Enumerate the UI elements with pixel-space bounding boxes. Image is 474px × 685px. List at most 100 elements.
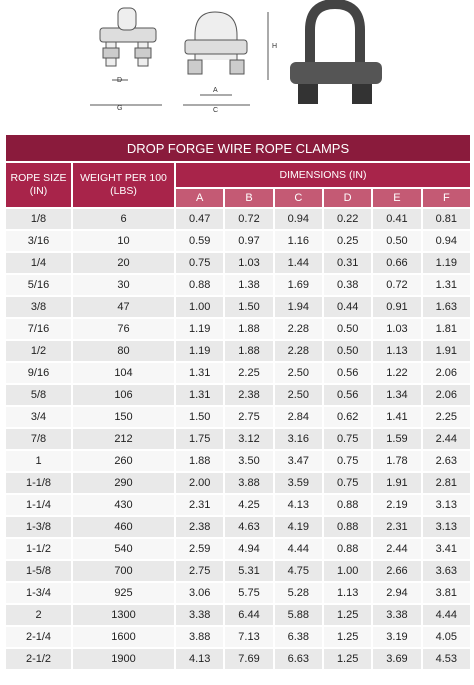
cell: 1900 bbox=[71, 647, 176, 671]
cell: 290 bbox=[71, 471, 176, 495]
cell: 5.28 bbox=[272, 581, 324, 605]
cell: 1.94 bbox=[272, 295, 324, 319]
cell: 2.44 bbox=[420, 427, 473, 451]
cell: 3.47 bbox=[272, 449, 324, 473]
cell: 4.75 bbox=[272, 559, 324, 583]
cell: 0.75 bbox=[173, 251, 226, 275]
cell: 0.22 bbox=[321, 207, 374, 231]
cell: 2.38 bbox=[223, 383, 275, 407]
cell: 5/16 bbox=[4, 273, 73, 297]
cell: 1.31 bbox=[173, 383, 226, 407]
cell: 1-1/8 bbox=[4, 471, 73, 495]
cell: 6.38 bbox=[272, 625, 324, 649]
cell: 2.44 bbox=[371, 537, 423, 561]
header: WEIGHT PER 100 (LBS) bbox=[71, 161, 176, 209]
cell: 3.88 bbox=[223, 471, 275, 495]
cell: 7/8 bbox=[4, 427, 73, 451]
cell: 1.13 bbox=[321, 581, 374, 605]
cell: 0.59 bbox=[173, 229, 226, 253]
cell: 2-1/4 bbox=[4, 625, 73, 649]
cell: 3.41 bbox=[420, 537, 473, 561]
cell: 6 bbox=[71, 207, 176, 231]
table-row: 1-1/2 540 2.59 4.94 4.44 0.88 2.44 3.41 bbox=[4, 537, 473, 561]
table-row: 1/4 20 0.75 1.03 1.44 0.31 0.66 1.19 bbox=[4, 251, 473, 275]
cell: 0.75 bbox=[321, 471, 374, 495]
header: DIMENSIONS (IN) bbox=[174, 161, 472, 189]
table-row: 1-1/4 430 2.31 4.25 4.13 0.88 2.19 3.13 bbox=[4, 493, 473, 517]
cell: 4.53 bbox=[420, 647, 473, 671]
cell: 2 bbox=[4, 603, 73, 627]
column-letter: A bbox=[173, 187, 226, 209]
cell: 0.66 bbox=[371, 251, 423, 275]
diagram-label: G bbox=[117, 105, 122, 112]
cell: 1/2 bbox=[4, 339, 73, 363]
cell: 3.69 bbox=[371, 647, 423, 671]
cell: 3.13 bbox=[420, 493, 473, 517]
cell: 1-5/8 bbox=[4, 559, 73, 583]
cell: 4.94 bbox=[223, 537, 275, 561]
cell: 0.44 bbox=[321, 295, 374, 319]
cell: 9/16 bbox=[4, 361, 73, 385]
cell: 106 bbox=[71, 383, 176, 407]
cell: 2.00 bbox=[173, 471, 226, 495]
cell: 76 bbox=[71, 317, 176, 341]
cell: 3/8 bbox=[4, 295, 73, 319]
cell: 1.69 bbox=[272, 273, 324, 297]
cell: 2.66 bbox=[371, 559, 423, 583]
cell: 150 bbox=[71, 405, 176, 429]
cell: 2.81 bbox=[420, 471, 473, 495]
cell: 0.97 bbox=[223, 229, 275, 253]
cell: 0.88 bbox=[321, 493, 374, 517]
cell: 1.19 bbox=[173, 339, 226, 363]
cell: 7.13 bbox=[223, 625, 275, 649]
table-row: 9/16 104 1.31 2.25 2.50 0.56 1.22 2.06 bbox=[4, 361, 473, 385]
cell: 2.75 bbox=[173, 559, 226, 583]
cell: 1.91 bbox=[371, 471, 423, 495]
cell: 30 bbox=[71, 273, 176, 297]
table-row: 3/16 10 0.59 0.97 1.16 0.25 0.50 0.94 bbox=[4, 229, 473, 253]
cell: 4.44 bbox=[272, 537, 324, 561]
table-row: 1/8 6 0.47 0.72 0.94 0.22 0.41 0.81 bbox=[4, 207, 473, 231]
cell: 2.06 bbox=[420, 383, 473, 407]
cell: 1.16 bbox=[272, 229, 324, 253]
cell: 460 bbox=[71, 515, 176, 539]
cell: 1.19 bbox=[420, 251, 473, 275]
cell: 2.28 bbox=[272, 339, 324, 363]
cell: 3.38 bbox=[371, 603, 423, 627]
cell: 1.88 bbox=[223, 317, 275, 341]
table-row: 5/8 106 1.31 2.38 2.50 0.56 1.34 2.06 bbox=[4, 383, 473, 407]
cell: 104 bbox=[71, 361, 176, 385]
table-row: 1/2 80 1.19 1.88 2.28 0.50 1.13 1.91 bbox=[4, 339, 473, 363]
cell: 3.59 bbox=[272, 471, 324, 495]
cell: 3.63 bbox=[420, 559, 473, 583]
cell: 0.56 bbox=[321, 361, 374, 385]
cell: 1-1/4 bbox=[4, 493, 73, 517]
cell: 1.34 bbox=[371, 383, 423, 407]
cell: 1.31 bbox=[420, 273, 473, 297]
cell: 1.31 bbox=[173, 361, 226, 385]
cell: 1.81 bbox=[420, 317, 473, 341]
cell: 1.44 bbox=[272, 251, 324, 275]
cell: 0.75 bbox=[321, 449, 374, 473]
cell: 2.50 bbox=[272, 361, 324, 385]
diagram-label: C bbox=[213, 107, 218, 114]
table-title: DROP FORGE WIRE ROPE CLAMPS bbox=[4, 133, 472, 163]
cell: 0.94 bbox=[420, 229, 473, 253]
cell: 7/16 bbox=[4, 317, 73, 341]
cell: 1.00 bbox=[173, 295, 226, 319]
cell: 2.06 bbox=[420, 361, 473, 385]
cell: 3.19 bbox=[371, 625, 423, 649]
table-row: 1-3/4 925 3.06 5.75 5.28 1.13 2.94 3.81 bbox=[4, 581, 473, 605]
cell: 1300 bbox=[71, 603, 176, 627]
cell: 2-1/2 bbox=[4, 647, 73, 671]
table-row: 7/8 212 1.75 3.12 3.16 0.75 1.59 2.44 bbox=[4, 427, 473, 451]
cell: 0.72 bbox=[223, 207, 275, 231]
cell: 5/8 bbox=[4, 383, 73, 407]
cell: 0.50 bbox=[321, 339, 374, 363]
diagram-label: A bbox=[213, 87, 218, 94]
clamp-table: DROP FORGE WIRE ROPE CLAMPS ROPE SIZE (I… bbox=[4, 133, 473, 671]
cell: 4.05 bbox=[420, 625, 473, 649]
table-row: 1-3/8 460 2.38 4.63 4.19 0.88 2.31 3.13 bbox=[4, 515, 473, 539]
cell: 10 bbox=[71, 229, 176, 253]
cell: 3.81 bbox=[420, 581, 473, 605]
